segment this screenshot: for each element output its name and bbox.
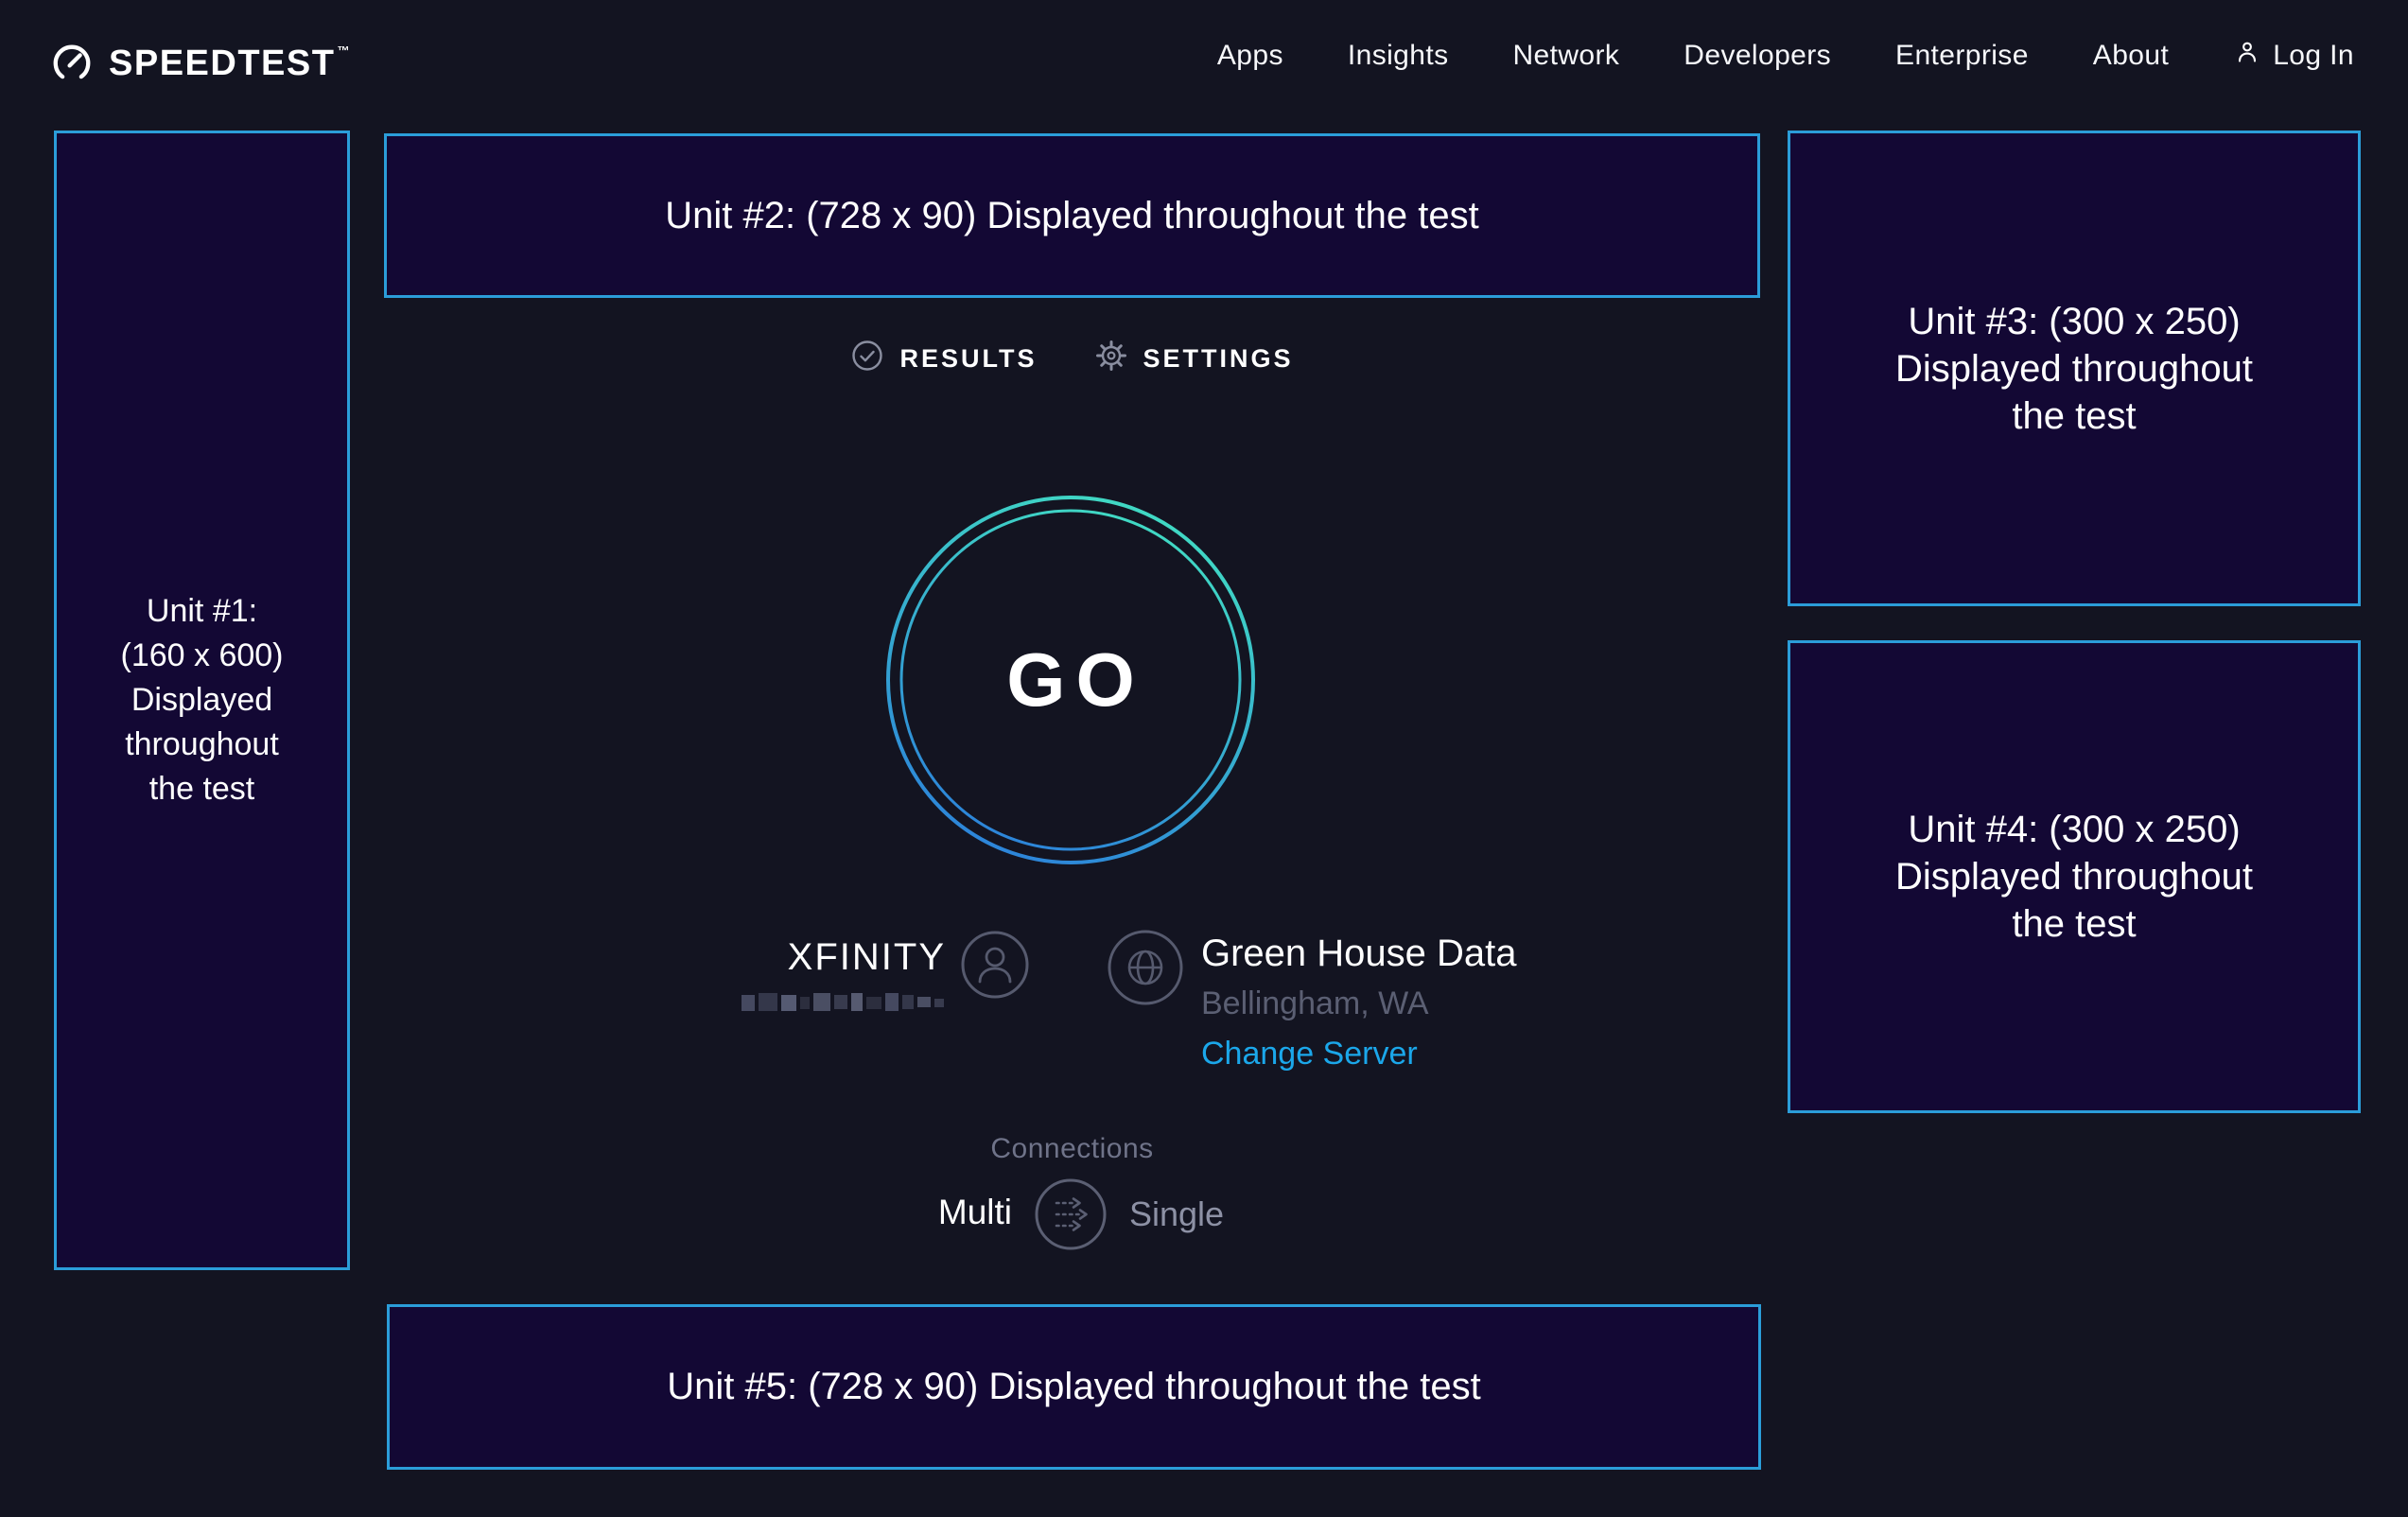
ad-unit-1-skyscraper: Unit #1: (160 x 600) Displayed throughou… [54,131,350,1270]
server-location: Bellingham, WA [1201,985,1429,1021]
ad-unit-2-text: Unit #2: (728 x 90) Displayed throughout… [665,194,1479,236]
go-label: GO [1006,637,1145,722]
ad-unit-5-bottom-banner: Unit #5: (728 x 90) Displayed throughout… [387,1304,1761,1470]
connections-single-option[interactable]: Single [1129,1194,1225,1233]
nav-enterprise[interactable]: Enterprise [1895,40,2029,71]
nav-about[interactable]: About [2092,40,2170,71]
isp-name[interactable]: XFINITY [787,936,946,978]
ad-unit-3-text: Unit #3: (300 x 250) Displayed throughou… [1894,300,2254,437]
logo-wordmark: SPEEDTEST ™ [109,44,351,83]
ad-unit-3-rectangle: Unit #3: (300 x 250) Displayed throughou… [1788,131,2361,606]
server-name: Green House Data [1201,933,1517,974]
nav-developers[interactable]: Developers [1684,40,1832,71]
nav-network[interactable]: Network [1512,40,1620,71]
connections-multi-option[interactable]: Multi [937,1193,1012,1231]
ad-unit-4-rectangle: Unit #4: (300 x 250) Displayed throughou… [1788,640,2361,1113]
ad-unit-5-text: Unit #5: (728 x 90) Displayed throughout… [667,1366,1481,1407]
nav-insights[interactable]: Insights [1347,40,1449,71]
server-info: Green House Data Bellingham, WA Change S… [1201,933,1517,1072]
speedometer-icon [50,42,94,90]
person-icon [2233,38,2261,74]
nav-apps[interactable]: Apps [1216,40,1283,71]
user-circle-icon [959,929,1031,1005]
results-label: RESULTS [899,344,1038,373]
login-label: Log In [2273,40,2354,71]
check-circle-icon [850,339,884,379]
settings-label: SETTINGS [1143,344,1294,373]
results-settings-tabs: RESULTS [384,339,1760,379]
tab-settings[interactable]: SETTINGS [1094,339,1294,379]
tab-results[interactable]: RESULTS [850,339,1037,379]
nav-login[interactable]: Log In [2233,38,2354,74]
connections-label: Connections [990,1133,1154,1164]
speedtest-logo[interactable]: SPEEDTEST ™ [50,42,351,90]
redacted-ip-address [742,990,945,1020]
connections-toggle-icon[interactable] [1034,1177,1108,1256]
main-nav: Apps Insights Network Developers Enterpr… [1217,0,2354,112]
ad-unit-1-text: Unit #1: (160 x 600) Displayed throughou… [120,593,284,807]
change-server-link[interactable]: Change Server [1201,1036,1418,1072]
gear-icon [1094,339,1128,379]
trademark-symbol: ™ [337,44,351,58]
ad-unit-4-text: Unit #4: (300 x 250) Displayed throughou… [1894,809,2254,945]
ad-unit-2-top-banner: Unit #2: (728 x 90) Displayed throughout… [384,133,1760,298]
globe-circle-icon [1106,928,1185,1012]
go-button[interactable]: GO [881,491,1260,869]
go-rings [886,496,1255,864]
